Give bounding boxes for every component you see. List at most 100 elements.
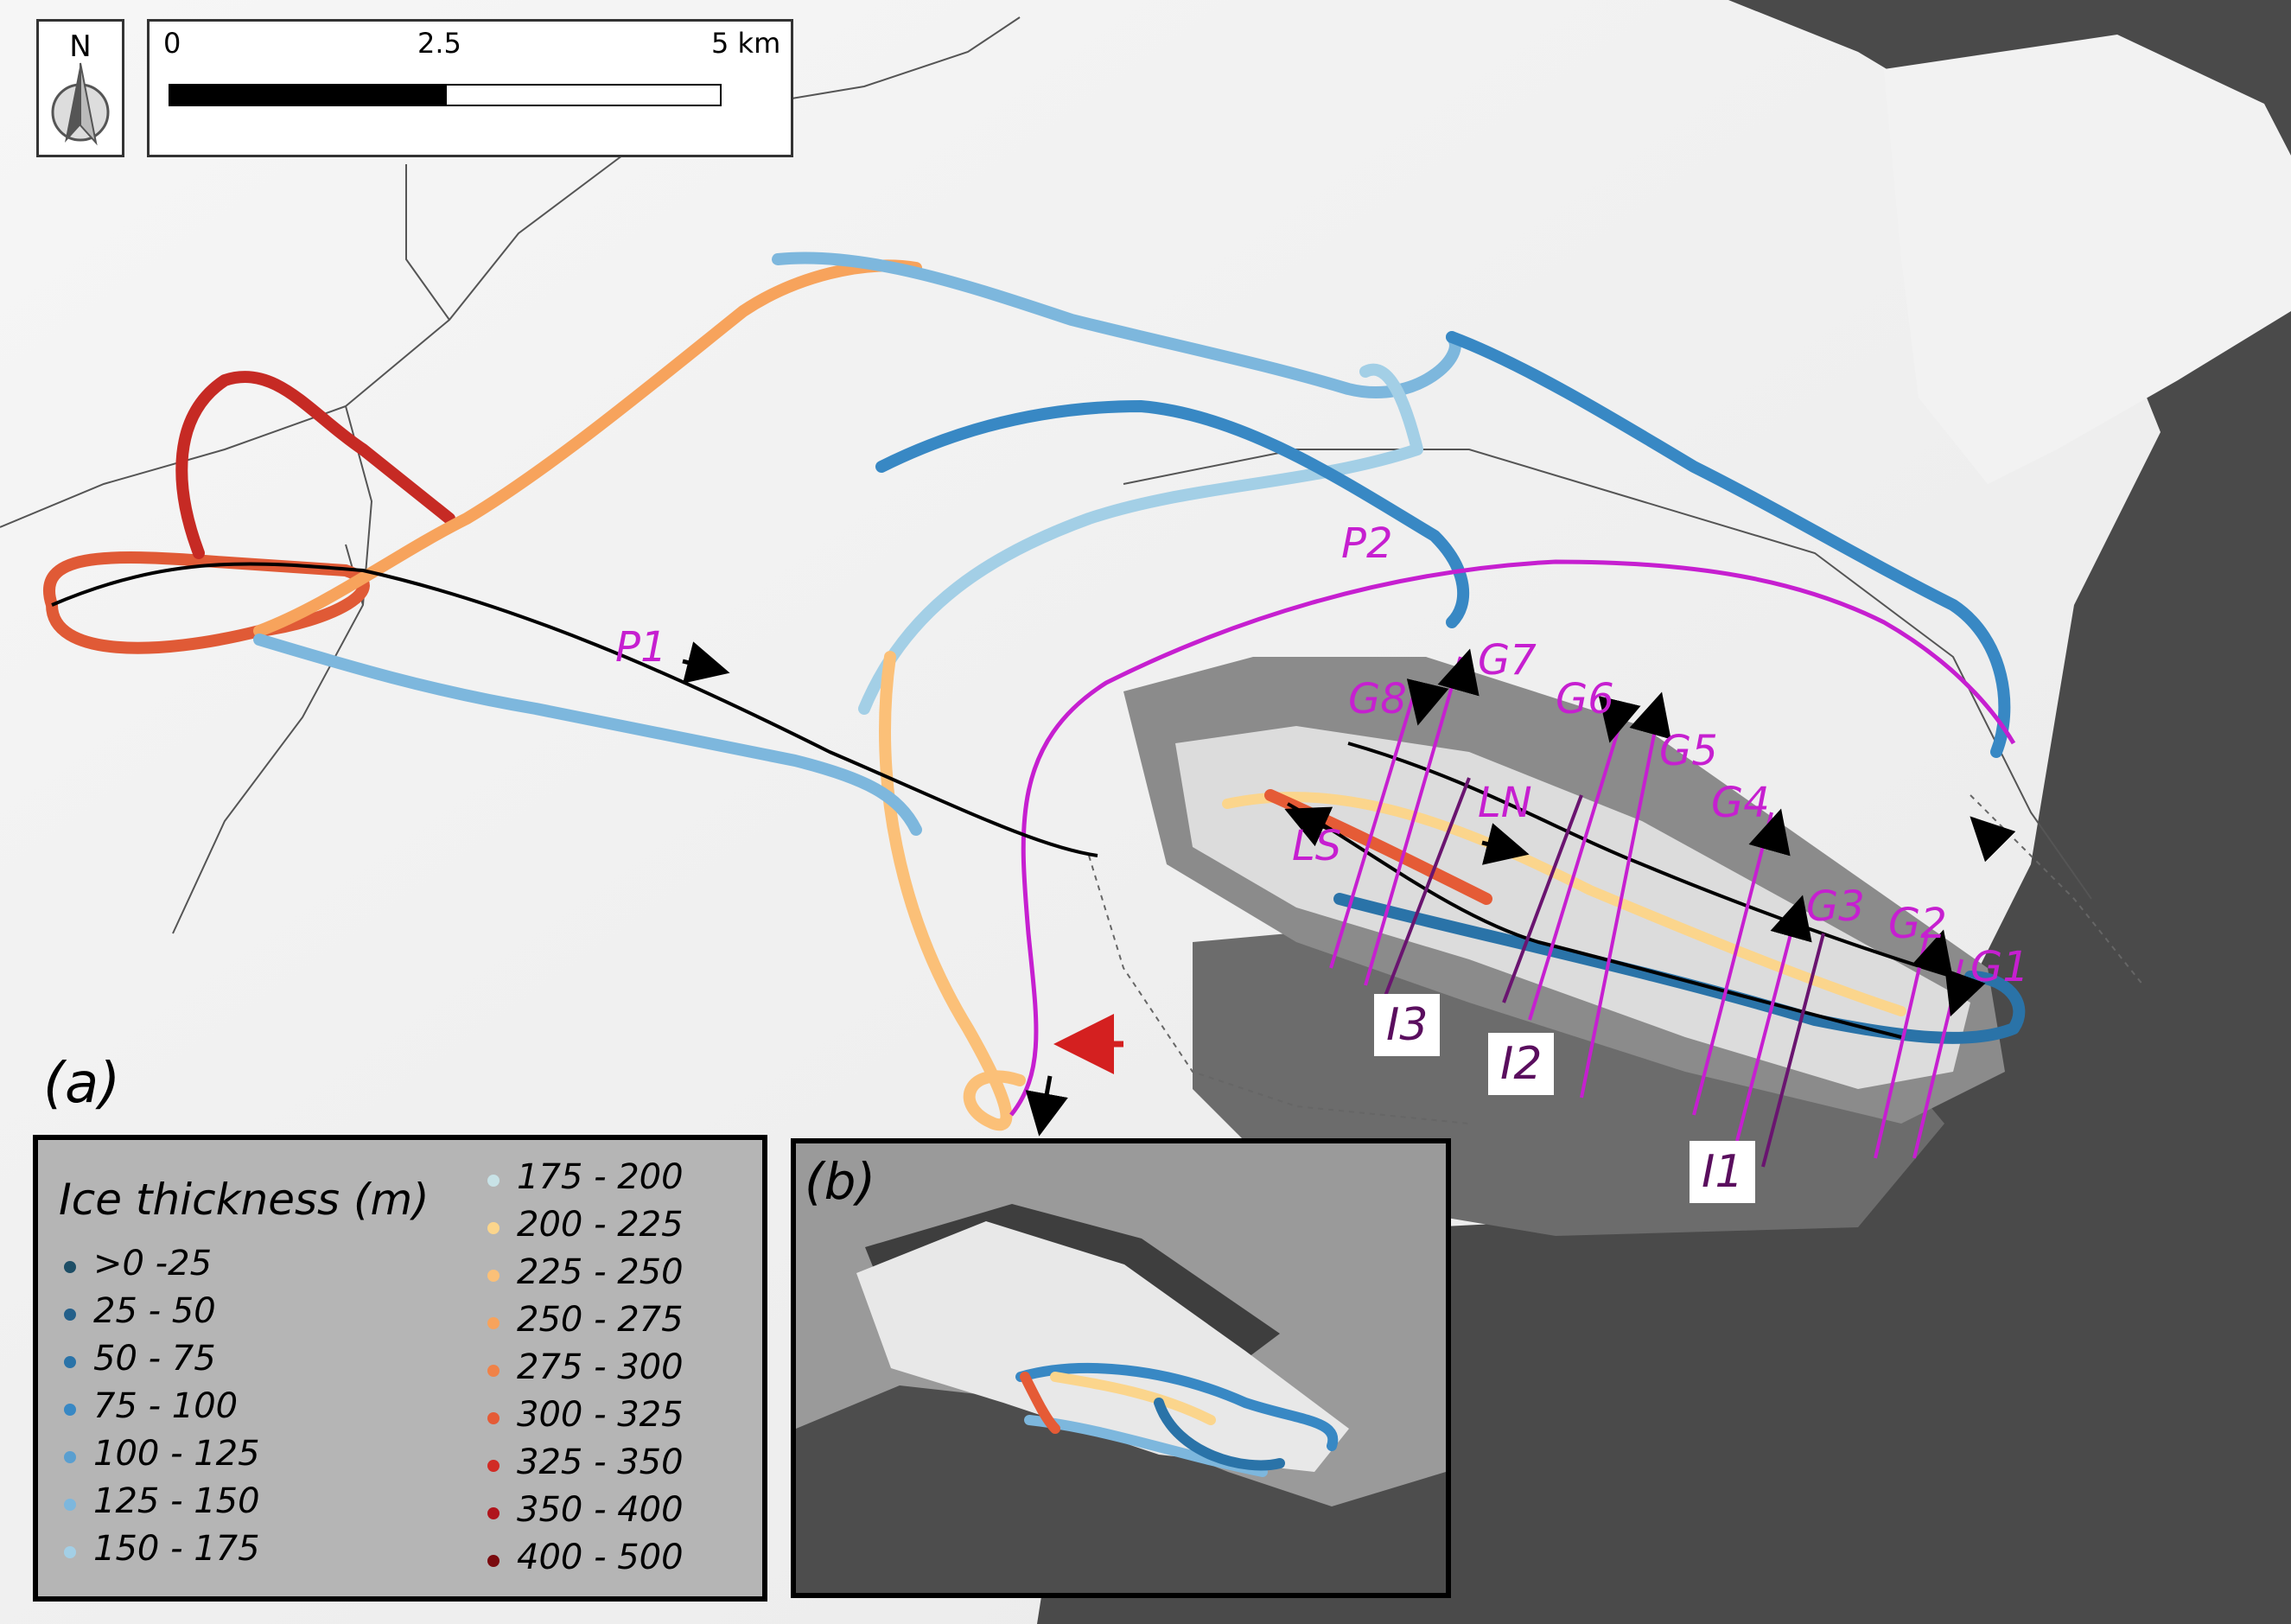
north-arrow-icon: N — [51, 29, 110, 146]
arrow-g3-icon — [1770, 895, 1812, 943]
label-g1: G1 — [1970, 943, 2029, 991]
profile-i3-line — [1381, 777, 1471, 1003]
scale-tick-2-5: 2.5 — [417, 27, 461, 60]
panel-label-b: (b) — [805, 1152, 876, 1211]
legend-swatch — [64, 1404, 76, 1416]
legend-swatch — [64, 1309, 76, 1321]
legend-item: 25 - 50 — [64, 1291, 392, 1339]
legend-label: 350 - 400 — [517, 1490, 684, 1530]
snow-cap-northeast — [1884, 35, 2291, 484]
track-east-upper — [1446, 331, 2011, 758]
legend-swatch — [487, 1460, 500, 1472]
track-glacier-interior — [1222, 792, 1906, 1016]
legend-label: 150 - 175 — [93, 1529, 260, 1569]
legend-swatch — [487, 1270, 500, 1282]
inset-map: (b) — [791, 1138, 1451, 1598]
arrow-g8-icon — [1406, 678, 1449, 726]
arrow-south-icon — [1025, 1075, 1068, 1137]
dark-sea-east — [1037, 0, 2291, 1624]
legend-item: 300 - 325 — [487, 1395, 764, 1442]
legend: Ice thickness (m) >0 -25 25 - 50 50 - 75 75… — [33, 1135, 767, 1602]
profile-ls-line — [1287, 802, 1902, 1039]
legend-label: 125 - 150 — [93, 1481, 260, 1521]
track-western-arc — [253, 259, 922, 637]
inset-canvas — [796, 1143, 1446, 1593]
legend-swatch — [487, 1365, 500, 1377]
legend-item: 150 - 175 — [64, 1529, 392, 1576]
legend-swatch — [64, 1451, 76, 1463]
legend-swatch — [487, 1507, 500, 1519]
track-central-loop — [858, 363, 1423, 715]
legend-label: 75 - 100 — [93, 1386, 239, 1426]
track-northern-arc — [772, 252, 1461, 399]
legend-label: 200 - 225 — [517, 1205, 684, 1245]
legend-label: 225 - 250 — [517, 1252, 684, 1292]
glacier-ice — [1175, 726, 1970, 1089]
label-g6: G6 — [1556, 675, 1614, 723]
profile-p2-line — [1009, 559, 2016, 1117]
label-g5: G5 — [1659, 727, 1718, 775]
legend-item: 350 - 400 — [487, 1490, 764, 1538]
label-i1: I1 — [1690, 1141, 1756, 1203]
legend-label: 175 - 200 — [517, 1157, 684, 1197]
arrow-p2-end-icon — [1970, 816, 2016, 863]
legend-label: 250 - 275 — [517, 1300, 684, 1340]
panel-label-a: (a) — [43, 1052, 120, 1116]
profiles-i — [1381, 777, 1825, 1168]
legend-label: 100 - 125 — [93, 1434, 260, 1474]
profile-p1-line — [51, 562, 1098, 857]
legend-item: 75 - 100 — [64, 1386, 392, 1434]
legend-item: 325 - 350 — [487, 1442, 764, 1490]
legend-label: >0 -25 — [93, 1244, 213, 1283]
profile-g8-line — [1329, 682, 1419, 969]
legend-swatch — [487, 1175, 500, 1187]
legend-item: 400 - 500 — [487, 1538, 764, 1585]
profile-i1-line — [1761, 933, 1825, 1168]
legend-swatch — [487, 1222, 500, 1234]
scale-bar-black — [169, 84, 445, 106]
arrow-ln-icon — [1481, 823, 1530, 865]
legend-item: 100 - 125 — [64, 1434, 392, 1481]
legend-item: 50 - 75 — [64, 1339, 392, 1386]
profile-ln-line — [1347, 742, 1954, 978]
legend-swatch — [487, 1317, 500, 1329]
legend-label: 325 - 350 — [517, 1442, 684, 1482]
legend-column-2: 175 - 200 200 - 225 225 - 250 250 - 275 … — [487, 1157, 764, 1585]
track-north-loop — [175, 371, 455, 559]
legend-item: 250 - 275 — [487, 1300, 764, 1347]
arrow-p1-icon — [682, 641, 730, 684]
legend-swatch — [64, 1499, 76, 1511]
legend-column-1: >0 -25 25 - 50 50 - 75 75 - 100 100 - 125 1… — [64, 1244, 392, 1576]
legend-item: >0 -25 — [64, 1244, 392, 1291]
label-ln: LN — [1478, 779, 1532, 827]
north-arrow: N — [36, 19, 124, 157]
coastline-dashed — [1088, 794, 2144, 1124]
profile-i2-line — [1502, 794, 1583, 1003]
legend-label: 300 - 325 — [517, 1395, 684, 1435]
svg-text:N: N — [69, 29, 91, 64]
track-west-lower — [253, 634, 922, 836]
scale-bar-white — [445, 84, 722, 106]
track-p1-loop — [43, 551, 370, 654]
profile-g3-line — [1735, 907, 1799, 1142]
legend-swatch — [64, 1546, 76, 1558]
track-loop-east — [875, 400, 1470, 628]
arrow-g6-icon — [1598, 696, 1641, 743]
label-p1: P1 — [615, 623, 666, 672]
track-glacier-edge — [1333, 893, 2026, 1044]
legend-item: 275 - 300 — [487, 1347, 764, 1395]
label-g3: G3 — [1806, 882, 1865, 931]
legend-item: 225 - 250 — [487, 1252, 764, 1300]
scale-tick-0: 0 — [163, 27, 181, 60]
legend-label: 25 - 50 — [93, 1291, 216, 1331]
scale-tick-5: 5 km — [711, 27, 781, 60]
legend-title: Ice thickness (m) — [59, 1175, 430, 1225]
arrow-g1-icon — [1944, 968, 1986, 1017]
legend-swatch — [487, 1412, 500, 1424]
label-g7: G7 — [1478, 636, 1537, 685]
arrow-g4-icon — [1748, 808, 1791, 857]
arrow-ls-icon — [1284, 806, 1333, 847]
legend-item: 175 - 200 — [487, 1157, 764, 1205]
label-i3: I3 — [1374, 994, 1441, 1056]
profile-g5-line — [1580, 708, 1661, 1099]
